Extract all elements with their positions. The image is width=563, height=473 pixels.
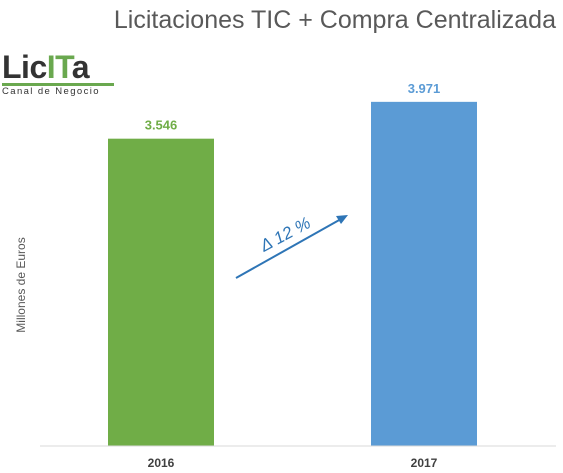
growth-annotation: Δ 12 % [235, 213, 348, 279]
x-tick-label-2016: 2016 [148, 456, 175, 470]
logo-wordmark: LicITa [2, 49, 90, 85]
bars-layer: 3.546 2016 3.971 2017 [108, 81, 477, 470]
logo-tagline: Canal de Negocio [2, 86, 100, 97]
logo-underline [2, 83, 114, 86]
chart-title: Licitaciones TIC + Compra Centralizada [113, 6, 556, 34]
data-label-2016: 3.546 [145, 118, 178, 133]
x-tick-label-2017: 2017 [411, 456, 438, 470]
y-axis-label: Millones de Euros [14, 237, 28, 332]
bar-2016 [108, 138, 214, 446]
bar-2017 [371, 101, 477, 446]
growth-arrow-head [336, 215, 348, 224]
data-label-2017: 3.971 [408, 81, 441, 96]
licita-logo: LicITa Canal de Negocio [2, 49, 114, 97]
growth-arrow-line [235, 218, 342, 279]
